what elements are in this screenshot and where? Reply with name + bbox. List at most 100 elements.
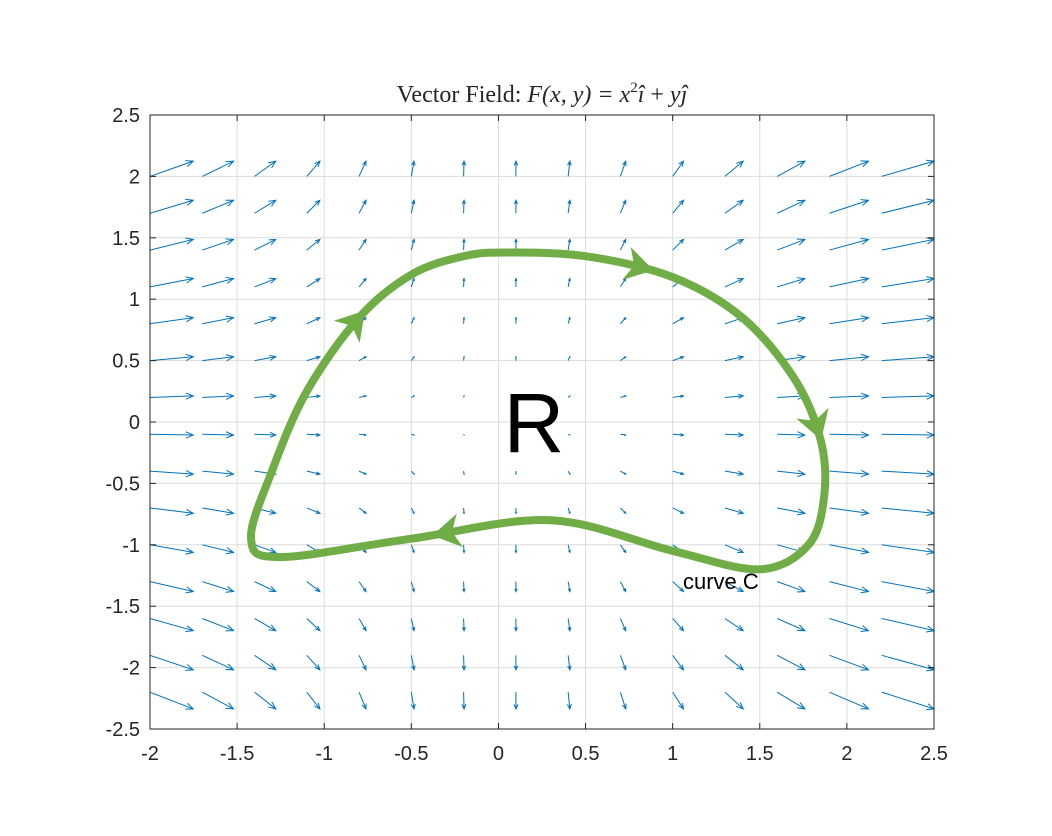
- field-arrow: [513, 159, 519, 177]
- field-arrow: [672, 199, 685, 214]
- field-arrow: [776, 654, 807, 671]
- field-arrow: [461, 159, 467, 177]
- field-arrow: [306, 394, 322, 399]
- field-arrow: [461, 655, 467, 672]
- field-arrow: [358, 470, 368, 475]
- field-arrow: [724, 581, 745, 593]
- field-arrow: [150, 431, 195, 439]
- field-arrow: [724, 238, 745, 251]
- x-axis-ticks: -2 -1.5 -1 -0.5 0 0.5 1 1.5 2 2.5: [141, 115, 948, 765]
- field-arrow: [410, 238, 416, 251]
- y-axis-ticks: -2.5 -2 -1.5 -1 -0.5 0 0.5 1 1.5 2 2.5: [106, 105, 934, 741]
- field-arrow: [672, 655, 685, 671]
- field-arrow: [254, 581, 277, 593]
- field-arrow: [150, 544, 195, 555]
- field-arrow: [358, 277, 367, 288]
- field-arrow: [462, 581, 466, 593]
- field-arrow: [724, 654, 745, 671]
- field-arrow: [620, 433, 627, 436]
- x-tick-label: -2: [141, 743, 159, 765]
- y-tick-label: 2: [129, 166, 140, 188]
- field-arrow: [411, 395, 416, 398]
- field-arrow: [358, 238, 367, 251]
- field-arrow: [672, 618, 685, 632]
- title-i-hat: î: [638, 82, 646, 108]
- field-arrow: [254, 691, 277, 710]
- field-arrow: [777, 507, 807, 516]
- field-arrow: [410, 470, 415, 476]
- field-arrow: [150, 392, 195, 400]
- title-exponent: 2: [630, 80, 638, 96]
- field-arrow: [567, 277, 571, 288]
- field-arrow: [202, 654, 235, 671]
- x-tick-label: 2: [841, 743, 852, 765]
- y-tick-label: 2.5: [112, 105, 140, 127]
- field-arrow: [567, 581, 572, 593]
- field-arrow: [567, 159, 572, 177]
- field-arrow: [202, 160, 235, 177]
- field-arrow: [829, 276, 870, 288]
- field-arrow: [776, 618, 807, 632]
- field-arrow: [619, 618, 627, 632]
- field-arrow: [410, 655, 416, 672]
- field-arrow: [724, 199, 745, 214]
- field-arrow: [150, 691, 195, 710]
- region-label: R: [504, 376, 565, 470]
- field-arrow: [724, 355, 745, 362]
- field-arrow: [881, 353, 934, 362]
- title-prefix: Vector Field:: [397, 82, 522, 108]
- field-arrow: [567, 433, 572, 436]
- x-tick-label: 0.5: [572, 743, 600, 765]
- field-arrow: [672, 356, 685, 362]
- field-arrow: [829, 470, 870, 478]
- field-arrow: [619, 199, 627, 214]
- field-arrow: [724, 160, 745, 177]
- title-j-hat: ĵ: [678, 82, 689, 108]
- field-arrow: [202, 469, 235, 478]
- field-arrow: [672, 394, 685, 399]
- field-arrow: [150, 581, 195, 594]
- field-arrow: [150, 198, 195, 214]
- field-arrow: [619, 581, 627, 593]
- curve-path: [247, 248, 830, 574]
- field-arrow: [620, 470, 627, 475]
- field-arrow: [619, 159, 627, 177]
- curve-direction-arrow: [622, 246, 654, 280]
- field-arrow: [358, 691, 367, 711]
- field-arrow: [202, 581, 235, 593]
- field-arrow: [881, 544, 934, 555]
- y-tick-label: -1: [122, 535, 140, 557]
- field-arrow: [776, 199, 807, 214]
- field-arrow: [306, 238, 321, 251]
- field-arrow: [202, 199, 235, 214]
- field-arrow: [202, 544, 235, 555]
- field-arrow: [829, 315, 870, 325]
- y-tick-label: 1: [129, 289, 140, 311]
- field-arrow: [462, 507, 466, 515]
- x-tick-label: -0.5: [394, 743, 428, 765]
- field-arrow: [724, 507, 745, 515]
- field-arrow: [150, 315, 195, 325]
- y-tick-label: 1.5: [112, 228, 140, 250]
- field-arrow: [462, 277, 466, 287]
- field-arrow: [724, 618, 745, 632]
- field-arrow: [306, 618, 321, 632]
- field-arrow: [567, 316, 571, 324]
- field-arrow: [254, 654, 277, 671]
- field-arrow: [202, 238, 235, 251]
- y-tick-label: -2.5: [106, 719, 140, 741]
- field-arrow: [462, 316, 466, 324]
- field-arrow: [306, 507, 322, 514]
- field-arrow: [358, 655, 367, 671]
- field-arrow: [462, 238, 466, 251]
- field-arrow: [567, 238, 572, 251]
- field-arrow: [881, 431, 934, 439]
- field-arrow: [306, 581, 321, 593]
- field-arrow: [410, 199, 416, 214]
- field-arrow: [829, 544, 870, 555]
- curve-label: curve C: [683, 569, 759, 594]
- field-arrow: [461, 198, 466, 214]
- field-arrow: [254, 618, 277, 632]
- field-arrow: [829, 691, 870, 710]
- field-arrow: [306, 160, 321, 177]
